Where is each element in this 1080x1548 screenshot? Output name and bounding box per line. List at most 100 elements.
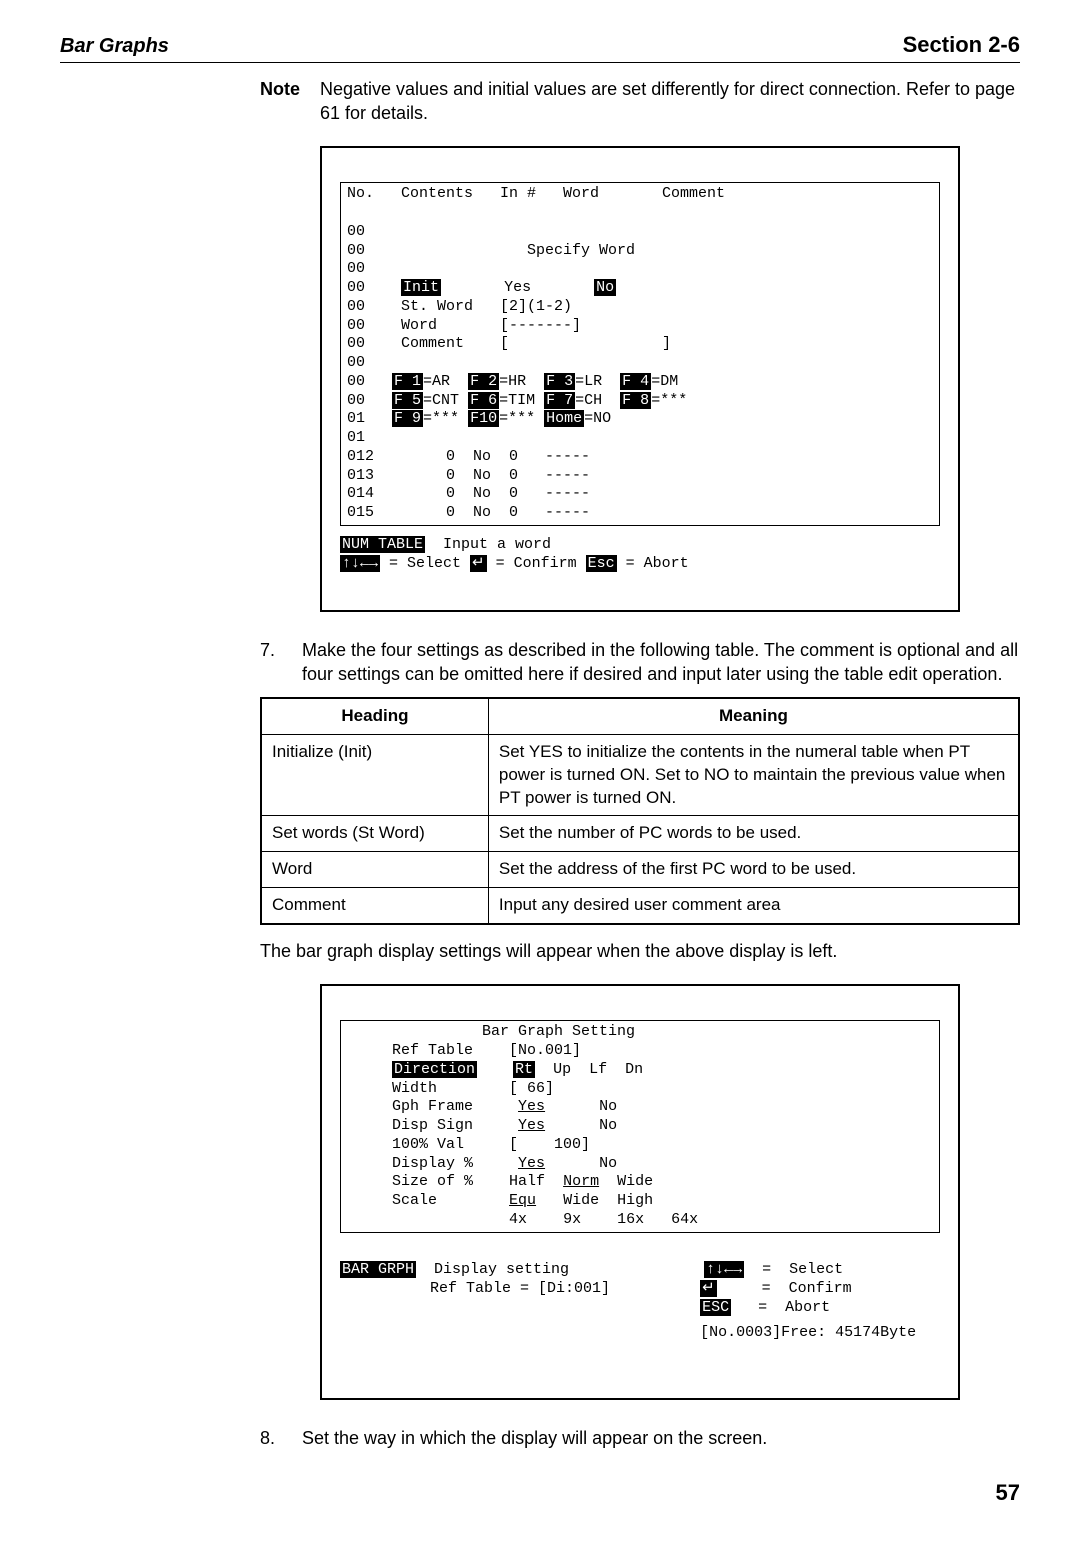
t1-v6: =TIM bbox=[499, 392, 535, 409]
t1-fk2-no: 00 bbox=[347, 392, 365, 409]
terminal1-inner: No. Contents In # Word Comment 00 00 Spe… bbox=[340, 182, 940, 526]
t2-ref-val: [No.001] bbox=[509, 1042, 581, 1059]
t1-blank2: 01 bbox=[347, 429, 365, 446]
t1-f5: F 5 bbox=[392, 392, 423, 409]
t1-home: Home bbox=[544, 410, 584, 427]
t1-stword: 00 St. Word [2](1-2) bbox=[347, 298, 572, 315]
t1-f4: F 4 bbox=[620, 373, 651, 390]
t2-dpx-no: No bbox=[599, 1155, 617, 1172]
t2-high: High bbox=[617, 1192, 653, 1209]
note-text: Negative values and initial values are s… bbox=[320, 77, 1020, 126]
t1-v5: =CNT bbox=[423, 392, 459, 409]
table-row: Initialize (Init)Set YES to initialize t… bbox=[261, 734, 1019, 816]
t1-f1: F 1 bbox=[392, 373, 423, 390]
t1-v10: =*** bbox=[499, 410, 535, 427]
cell: Set YES to initialize the contents in th… bbox=[488, 734, 1019, 816]
table-row: WordSet the address of the first PC word… bbox=[261, 852, 1019, 888]
terminal-bar-graph-setting: Bar Graph Setting Ref Table [No.001] Dir… bbox=[320, 984, 960, 1400]
t1-l0: 00 bbox=[347, 223, 365, 240]
step-7: 7. Make the four settings as described i… bbox=[260, 638, 1020, 687]
t1-f9: F 9 bbox=[392, 410, 423, 427]
step7-text: Make the four settings as described in t… bbox=[302, 638, 1020, 687]
t2-esc-icon: ESC bbox=[700, 1299, 731, 1316]
note-block: Note Negative values and initial values … bbox=[260, 77, 1020, 126]
header-right: Section 2-6 bbox=[903, 30, 1020, 60]
t1-esc-icon: Esc bbox=[586, 555, 617, 572]
t2-ref-lab: Ref Table bbox=[392, 1042, 473, 1059]
step8-text: Set the way in which the display will ap… bbox=[302, 1426, 767, 1450]
step-8: 8. Set the way in which the display will… bbox=[260, 1426, 1020, 1450]
t1-numtable: NUM TABLE bbox=[340, 536, 425, 553]
t2-conf: = Confirm bbox=[762, 1280, 852, 1297]
t2-64x: 64x bbox=[671, 1211, 698, 1228]
t1-header: No. Contents In # Word Comment bbox=[347, 185, 725, 202]
t2-dsp-yes: Yes bbox=[518, 1117, 545, 1134]
t2-sel: = Select bbox=[762, 1261, 843, 1278]
t2-gph-yes: Yes bbox=[518, 1098, 545, 1115]
th-heading: Heading bbox=[261, 698, 488, 734]
t1-v2: =HR bbox=[499, 373, 526, 390]
header-left: Bar Graphs bbox=[60, 33, 169, 60]
t2-arrows-icon: ↑↓←→ bbox=[704, 1261, 744, 1278]
step7-num: 7. bbox=[260, 638, 284, 687]
t1-v3: =LR bbox=[575, 373, 602, 390]
cell: Word bbox=[261, 852, 488, 888]
t2-9x: 9x bbox=[563, 1211, 581, 1228]
t2-4x: 4x bbox=[509, 1211, 527, 1228]
t2-scl-lab: Scale bbox=[392, 1192, 437, 1209]
step8-num: 8. bbox=[260, 1426, 284, 1450]
t1-f3: F 3 bbox=[544, 373, 575, 390]
cell: Comment bbox=[261, 888, 488, 924]
t1-v8: =*** bbox=[651, 392, 687, 409]
cell: Input any desired user comment area bbox=[488, 888, 1019, 924]
t2-16x: 16x bbox=[617, 1211, 644, 1228]
t1-f10: F10 bbox=[468, 410, 499, 427]
t1-init-no: 00 bbox=[347, 279, 365, 296]
t2-dn: Dn bbox=[625, 1061, 643, 1078]
t2-up: Up bbox=[553, 1061, 571, 1078]
t1-d3: 015 0 No 0 ----- bbox=[347, 504, 590, 521]
cell: Set the number of PC words to be used. bbox=[488, 816, 1019, 852]
t2-rt: Rt bbox=[513, 1061, 535, 1078]
th-meaning: Meaning bbox=[488, 698, 1019, 734]
page-number: 57 bbox=[60, 1478, 1020, 1508]
t1-f7: F 7 bbox=[544, 392, 575, 409]
t2-ref: Ref Table = [Di:001] bbox=[430, 1280, 610, 1297]
t2-norm: Norm bbox=[563, 1173, 599, 1190]
t1-l1: 00 Specify Word bbox=[347, 242, 635, 259]
t1-word: 00 Word [-------] bbox=[347, 317, 581, 334]
t1-init-no2: No bbox=[594, 279, 616, 296]
table-row: CommentInput any desired user comment ar… bbox=[261, 888, 1019, 924]
t2-gph-no: No bbox=[599, 1098, 617, 1115]
t1-init-lab: Init bbox=[401, 279, 441, 296]
t1-arrows-icon: ↑↓←→ bbox=[340, 555, 380, 572]
t2-wid-val: [ 66] bbox=[509, 1080, 554, 1097]
note-label: Note bbox=[260, 77, 312, 126]
t2-pct-lab: 100% Val bbox=[392, 1136, 464, 1153]
t1-v1: =AR bbox=[423, 373, 450, 390]
t1-fk1-no: 00 bbox=[347, 373, 365, 390]
t1-abort: = Abort bbox=[617, 555, 689, 572]
t2-dpx-lab: Display % bbox=[392, 1155, 473, 1172]
t2-abort: = Abort bbox=[758, 1299, 830, 1316]
terminal-specify-word: No. Contents In # Word Comment 00 00 Spe… bbox=[320, 146, 960, 613]
settings-table: Heading Meaning Initialize (Init)Set YES… bbox=[260, 697, 1020, 926]
t2-half: Half bbox=[509, 1173, 545, 1190]
table-row: Set words (St Word)Set the number of PC … bbox=[261, 816, 1019, 852]
t1-sel: = Select bbox=[380, 555, 470, 572]
t1-v7: =CH bbox=[575, 392, 602, 409]
t2-lf: Lf bbox=[589, 1061, 607, 1078]
midline-text: The bar graph display settings will appe… bbox=[260, 939, 1020, 963]
t1-v9: =*** bbox=[423, 410, 459, 427]
cell: Set the address of the first PC word to … bbox=[488, 852, 1019, 888]
t2-scl-wide: Wide bbox=[563, 1192, 599, 1209]
t1-vhome: =NO bbox=[584, 410, 611, 427]
t1-comment: 00 Comment [ ] bbox=[347, 335, 671, 352]
t1-d2: 014 0 No 0 ----- bbox=[347, 485, 590, 502]
t1-f6: F 6 bbox=[468, 392, 499, 409]
t2-dpx-yes: Yes bbox=[518, 1155, 545, 1172]
t1-fk3-no: 01 bbox=[347, 410, 365, 427]
t1-input: Input a word bbox=[443, 536, 551, 553]
page-header: Bar Graphs Section 2-6 bbox=[60, 30, 1020, 63]
t1-d1: 013 0 No 0 ----- bbox=[347, 467, 590, 484]
